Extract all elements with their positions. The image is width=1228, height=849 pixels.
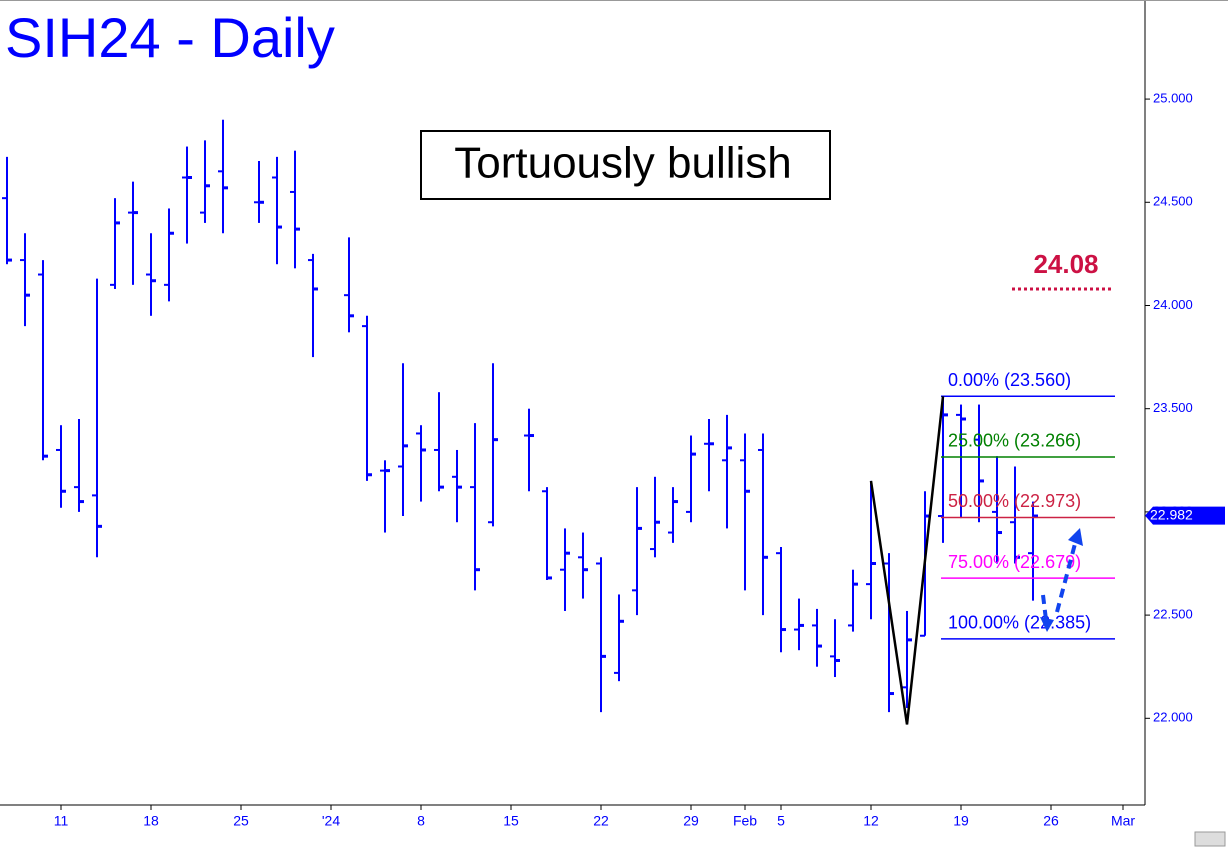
fib-label: 25.00% (23.266) — [948, 431, 1081, 451]
x-tick-label: Mar — [1111, 813, 1135, 829]
x-tick-label: Feb — [733, 813, 757, 829]
last-price-tag — [1145, 506, 1225, 525]
fib-label: 50.00% (22.973) — [948, 491, 1081, 511]
fib-label: 100.00% (22.385) — [948, 613, 1091, 633]
fib-label: 0.00% (23.560) — [948, 370, 1071, 390]
marks: 22.00022.50023.00023.50024.00024.50025.0… — [2, 91, 1193, 829]
y-tick-label: 24.000 — [1153, 297, 1193, 312]
x-tick-label: 5 — [777, 813, 785, 829]
scroll-handle[interactable] — [1194, 831, 1226, 847]
chart-title: SIH24 - Daily — [5, 6, 335, 69]
annotation-box — [420, 130, 831, 200]
y-tick-label: 22.500 — [1153, 607, 1193, 622]
x-tick-label: 12 — [863, 813, 879, 829]
projection-arrow — [1041, 539, 1078, 629]
x-tick-label: 25 — [233, 813, 249, 829]
y-tick-label: 25.000 — [1153, 91, 1193, 106]
x-tick-label: 19 — [953, 813, 969, 829]
x-tick-label: 26 — [1043, 813, 1059, 829]
x-tick-label: 22 — [593, 813, 609, 829]
y-tick-label: 22.000 — [1153, 710, 1193, 725]
y-tick-label: 23.500 — [1153, 400, 1193, 415]
target-label: 24.08 — [1033, 249, 1098, 279]
x-tick-label: '24 — [322, 813, 340, 829]
x-tick-label: 15 — [503, 813, 519, 829]
last-price-label: 22.982 — [1150, 506, 1193, 522]
fib-label: 75.00% (22.679) — [948, 552, 1081, 572]
y-tick-label: 24.500 — [1153, 194, 1193, 209]
x-tick-label: 8 — [417, 813, 425, 829]
x-tick-label: 29 — [683, 813, 699, 829]
annotation: Tortuously bullish — [454, 139, 792, 188]
arrow-heads — [1040, 528, 1083, 632]
pattern-line — [869, 396, 945, 725]
x-tick-label: 11 — [54, 813, 69, 829]
x-tick-label: 18 — [143, 813, 159, 829]
